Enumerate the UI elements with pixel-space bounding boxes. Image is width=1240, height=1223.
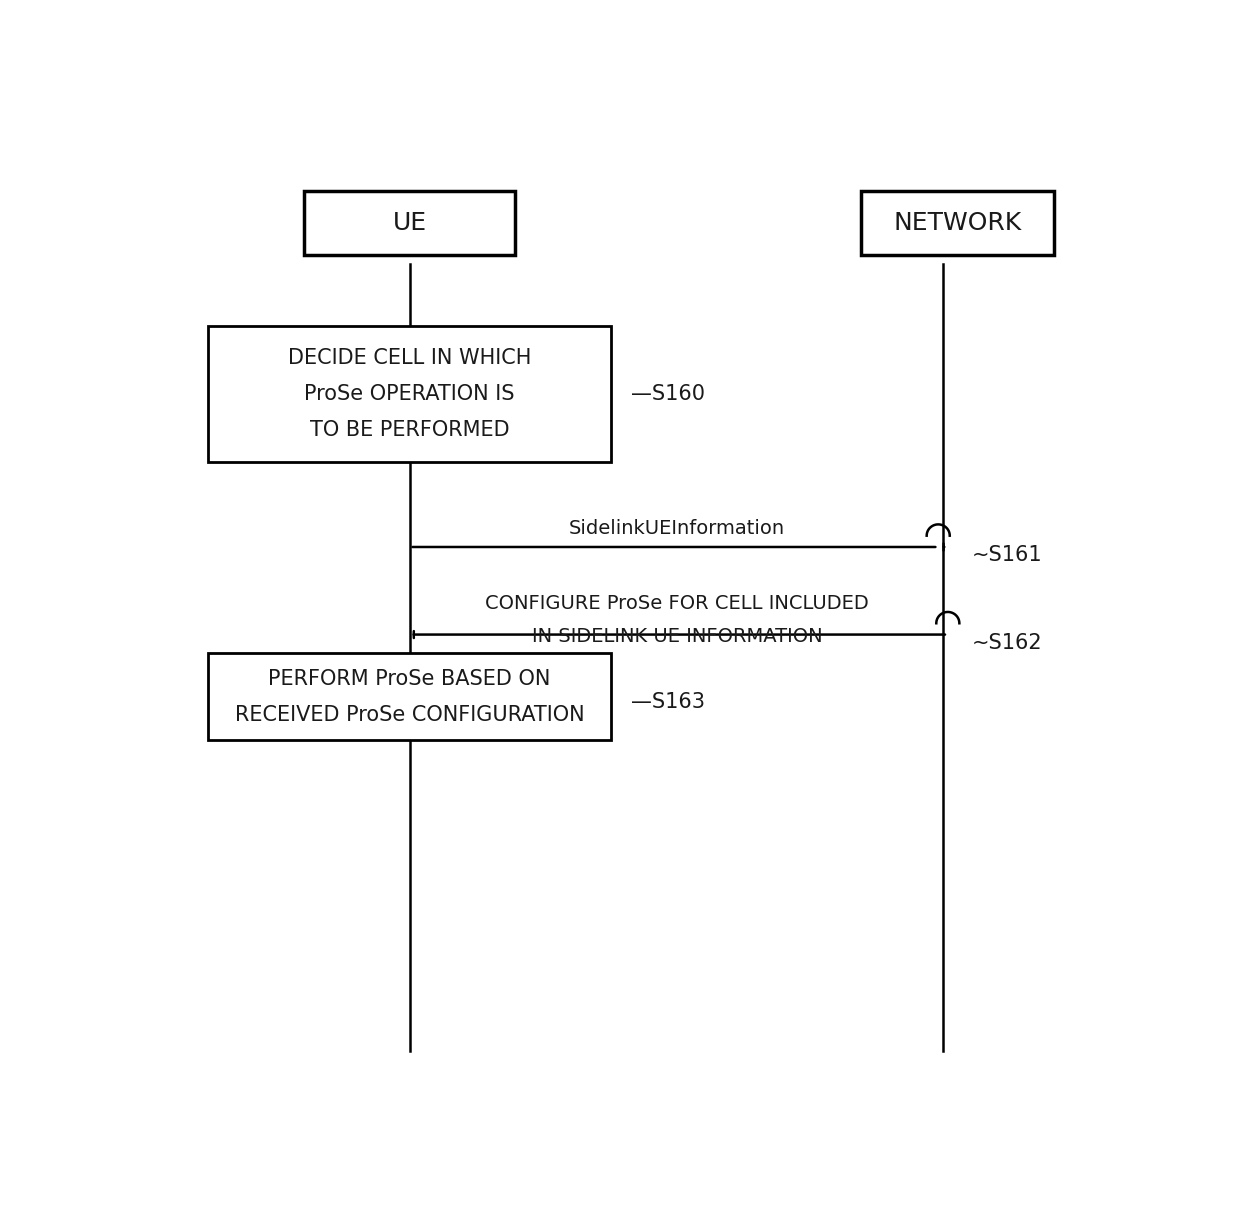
Text: DECIDE CELL IN WHICH: DECIDE CELL IN WHICH (288, 349, 532, 368)
Text: ProSe OPERATION IS: ProSe OPERATION IS (304, 384, 515, 404)
Text: IN SIDELINK UE INFORMATION: IN SIDELINK UE INFORMATION (532, 627, 822, 646)
Bar (208, 325, 611, 462)
Text: SidelinkUEInformation: SidelinkUEInformation (569, 519, 785, 538)
Text: TO BE PERFORMED: TO BE PERFORMED (310, 419, 510, 440)
Bar (862, 191, 1054, 256)
Text: —S160: —S160 (631, 384, 704, 405)
Text: ~S161: ~S161 (972, 545, 1043, 565)
Text: ~S162: ~S162 (972, 634, 1043, 653)
Text: UE: UE (393, 212, 427, 235)
Bar (208, 653, 611, 740)
Text: —S163: —S163 (631, 692, 704, 712)
Bar (304, 191, 516, 256)
Text: RECEIVED ProSe CONFIGURATION: RECEIVED ProSe CONFIGURATION (234, 704, 584, 724)
Text: NETWORK: NETWORK (893, 212, 1022, 235)
Text: PERFORM ProSe BASED ON: PERFORM ProSe BASED ON (269, 669, 551, 689)
Text: CONFIGURE ProSe FOR CELL INCLUDED: CONFIGURE ProSe FOR CELL INCLUDED (485, 594, 869, 613)
